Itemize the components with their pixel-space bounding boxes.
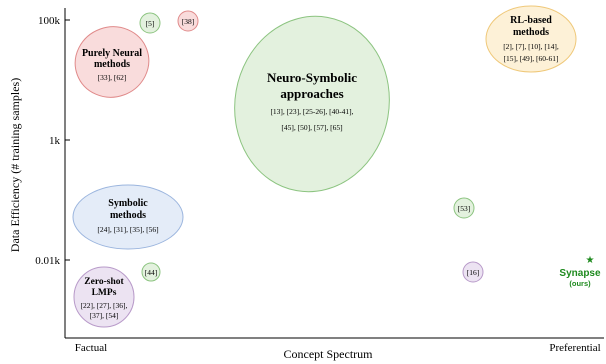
- zero-shot-ellipse: [73, 266, 135, 328]
- ytick-1k: 1k: [49, 135, 61, 147]
- point-16: [16]: [462, 261, 484, 283]
- purely-neural-title-2: methods: [94, 59, 130, 70]
- synapse-star-icon: ★: [586, 255, 595, 266]
- symbolic-title-1: Symbolic: [108, 198, 148, 209]
- symbolic-refs: [24], [31], [35], [56]: [97, 225, 158, 234]
- purely-neural-ellipse: [74, 26, 150, 98]
- purely-neural-refs: [33], [62]: [98, 73, 127, 82]
- point-44: [44]: [141, 262, 161, 282]
- purely-neural-region: Purely Neural methods [33], [62]: [74, 26, 150, 98]
- rl-based-refs-2: [15], [49], [60-61]: [504, 54, 559, 63]
- point-5: [5]: [139, 12, 161, 34]
- xtick-factual: Factual: [75, 342, 107, 354]
- point-53-label: [53]: [458, 204, 471, 213]
- zero-shot-region: Zero-shot LMPs [22], [27], [36], [37], […: [73, 266, 135, 328]
- point-53: [53]: [453, 197, 475, 219]
- point-38: [38]: [177, 10, 199, 32]
- neuro-symbolic-refs-1: [13], [23], [25-26], [40-41],: [270, 107, 353, 116]
- symbolic-ellipse: [72, 184, 184, 250]
- synapse-name: Synapse: [559, 268, 601, 279]
- zero-shot-title-2: LMPs: [92, 288, 117, 298]
- neuro-symbolic-title-1: Neuro-Symbolic: [267, 70, 357, 85]
- point-53-circle: [453, 197, 475, 219]
- zero-shot-title-1: Zero-shot: [84, 277, 124, 287]
- synapse-note: (ours): [569, 279, 591, 288]
- point-44-label: [44]: [145, 268, 158, 277]
- rl-based-title-1: RL-based: [510, 15, 552, 26]
- symbolic-region: Symbolic methods [24], [31], [35], [56]: [72, 184, 184, 250]
- point-38-label: [38]: [182, 17, 195, 26]
- neuro-symbolic-refs-2: [45], [50], [57], [65]: [281, 123, 342, 132]
- xtick-preferential: Preferential: [549, 342, 600, 354]
- y-axis-label: Data Efficiency (# training samples): [8, 78, 22, 252]
- point-5-circle: [139, 12, 161, 34]
- point-16-label: [16]: [467, 268, 480, 277]
- synapse-marker: ★ Synapse (ours): [559, 255, 601, 288]
- rl-based-refs-1: [2], [7], [10], [14],: [503, 42, 559, 51]
- rl-based-ellipse: [485, 5, 577, 73]
- neuro-symbolic-title-2: approaches: [280, 86, 343, 101]
- point-5-label: [5]: [146, 19, 155, 28]
- symbolic-title-2: methods: [110, 210, 146, 221]
- x-axis-label: Concept Spectrum: [284, 347, 374, 361]
- purely-neural-title-1: Purely Neural: [82, 48, 142, 59]
- point-38-circle: [177, 10, 199, 32]
- zero-shot-refs-2: [37], [54]: [90, 311, 119, 320]
- rl-based-region: RL-based methods [2], [7], [10], [14], […: [485, 5, 577, 73]
- zero-shot-refs-1: [22], [27], [36],: [81, 301, 128, 310]
- neuro-symbolic-ellipse: [234, 15, 390, 193]
- neuro-symbolic-region: Neuro-Symbolic approaches [13], [23], [2…: [234, 15, 390, 193]
- rl-based-title-2: methods: [513, 27, 549, 38]
- ytick-100k: 100k: [38, 15, 61, 27]
- point-16-circle: [462, 261, 484, 283]
- ytick-001k: 0.01k: [35, 255, 60, 267]
- point-44-circle: [141, 262, 161, 282]
